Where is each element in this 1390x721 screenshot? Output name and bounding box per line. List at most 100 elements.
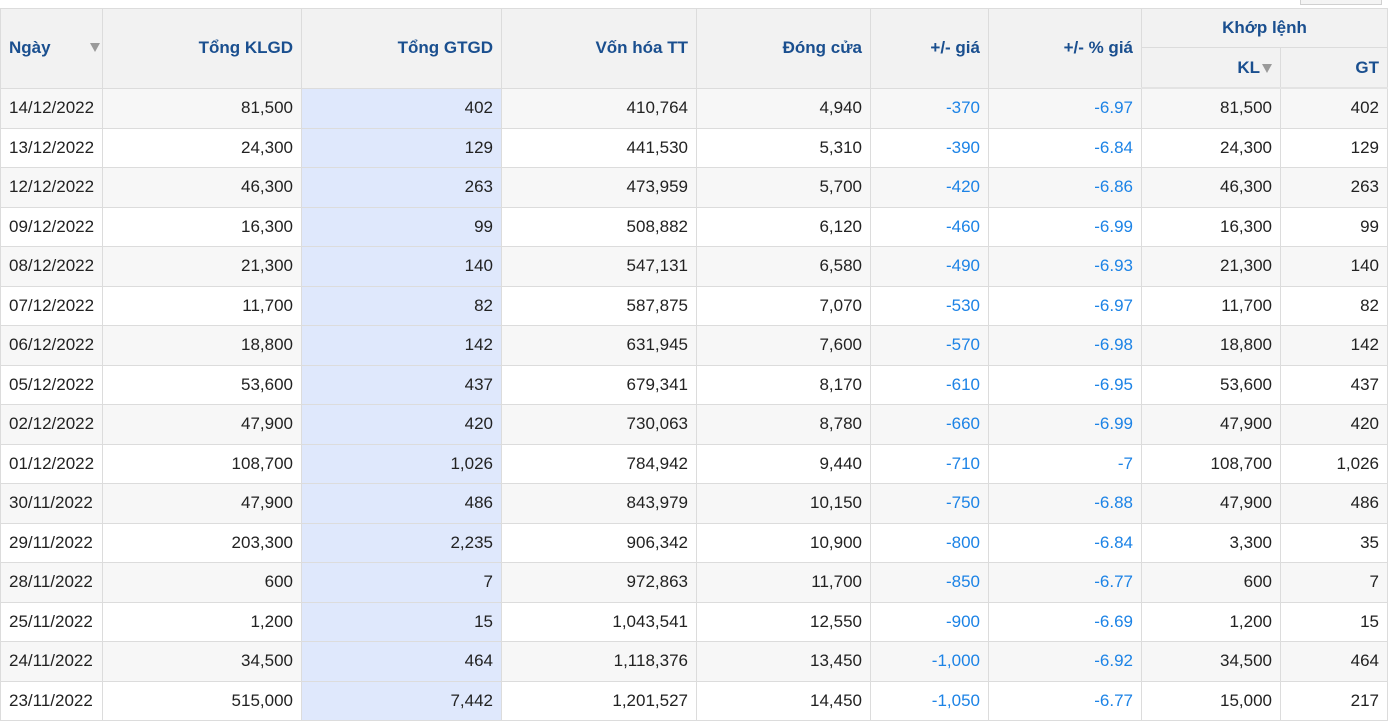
- cell-matched-volume: 46,300: [1141, 167, 1281, 208]
- cell-matched-value: 15: [1280, 601, 1388, 642]
- cell-total-value: 7,442: [301, 680, 502, 721]
- cell-change-pct: -6.84: [988, 522, 1142, 563]
- cell-change: -1,000: [870, 641, 989, 682]
- cell-change-pct: -6.93: [988, 246, 1142, 287]
- cell-date: 30/11/2022: [0, 483, 103, 524]
- cell-matched-volume: 34,500: [1141, 641, 1281, 682]
- sort-down-icon[interactable]: [1262, 63, 1272, 73]
- column-header-change[interactable]: +/- giá: [870, 8, 989, 89]
- cell-matched-volume: 16,300: [1141, 206, 1281, 247]
- table-row[interactable]: 08/12/2022 21,300 140 547,131 6,580 -490 -6.93…: [0, 246, 1388, 287]
- cell-market-cap: 972,863: [501, 562, 697, 603]
- cell-market-cap: 784,942: [501, 443, 697, 484]
- column-header-matched-volume[interactable]: KL: [1141, 47, 1281, 89]
- cell-total-value: 7: [301, 562, 502, 603]
- cell-date: 13/12/2022: [0, 127, 103, 168]
- cell-change: -610: [870, 364, 989, 405]
- cell-date: 06/12/2022: [0, 325, 103, 366]
- cell-change: -390: [870, 127, 989, 168]
- cell-market-cap: 1,118,376: [501, 641, 697, 682]
- cell-close: 10,900: [696, 522, 871, 563]
- cell-total-volume: 47,900: [102, 404, 302, 445]
- column-header-total-value[interactable]: Tổng GTGD: [301, 8, 502, 89]
- cell-close: 14,450: [696, 680, 871, 721]
- column-header-matched-value[interactable]: GT: [1280, 47, 1388, 89]
- cell-matched-value: 402: [1280, 87, 1388, 129]
- cell-matched-volume: 53,600: [1141, 364, 1281, 405]
- cell-close: 6,120: [696, 206, 871, 247]
- cell-total-volume: 108,700: [102, 443, 302, 484]
- cell-change-pct: -6.86: [988, 167, 1142, 208]
- cell-change-pct: -6.97: [988, 87, 1142, 129]
- table-row[interactable]: 09/12/2022 16,300 99 508,882 6,120 -460 -6.99 1…: [0, 206, 1388, 247]
- cell-date: 09/12/2022: [0, 206, 103, 247]
- column-header-matched-volume-label: KL: [1237, 57, 1260, 77]
- cell-market-cap: 679,341: [501, 364, 697, 405]
- cell-matched-volume: 47,900: [1141, 404, 1281, 445]
- cell-matched-value: 35: [1280, 522, 1388, 563]
- cell-date: 28/11/2022: [0, 562, 103, 603]
- table-row[interactable]: 05/12/2022 53,600 437 679,341 8,170 -610 -6.95…: [0, 364, 1388, 405]
- cell-total-value: 2,235: [301, 522, 502, 563]
- table-row[interactable]: 28/11/2022 600 7 972,863 11,700 -850 -6.77 600 7: [0, 562, 1388, 603]
- column-header-market-cap[interactable]: Vốn hóa TT: [501, 8, 697, 89]
- cell-change-pct: -6.99: [988, 206, 1142, 247]
- sort-down-icon[interactable]: [90, 43, 100, 52]
- cell-change: -460: [870, 206, 989, 247]
- table-row[interactable]: 24/11/2022 34,500 464 1,118,376 13,450 -1,000…: [0, 641, 1388, 682]
- table-row[interactable]: 12/12/2022 46,300 263 473,959 5,700 -420 -6.86…: [0, 167, 1388, 208]
- cell-market-cap: 1,201,527: [501, 680, 697, 721]
- table-row[interactable]: 07/12/2022 11,700 82 587,875 7,070 -530 -6.97 1…: [0, 285, 1388, 326]
- cell-change-pct: -6.84: [988, 127, 1142, 168]
- cell-market-cap: 473,959: [501, 167, 697, 208]
- cell-close: 4,940: [696, 87, 871, 129]
- cell-total-volume: 11,700: [102, 285, 302, 326]
- cell-change: -490: [870, 246, 989, 287]
- cell-close: 8,170: [696, 364, 871, 405]
- cell-date: 07/12/2022: [0, 285, 103, 326]
- cell-change-pct: -6.95: [988, 364, 1142, 405]
- cell-matched-value: 142: [1280, 325, 1388, 366]
- column-header-date[interactable]: Ngày: [0, 8, 103, 89]
- cell-total-volume: 18,800: [102, 325, 302, 366]
- cell-total-value: 263: [301, 167, 502, 208]
- cell-total-value: 437: [301, 364, 502, 405]
- column-header-change-pct[interactable]: +/- % giá: [988, 8, 1142, 89]
- cell-total-value: 99: [301, 206, 502, 247]
- table-row[interactable]: 13/12/2022 24,300 129 441,530 5,310 -390 -6.84…: [0, 127, 1388, 168]
- cell-market-cap: 906,342: [501, 522, 697, 563]
- table-row[interactable]: 02/12/2022 47,900 420 730,063 8,780 -660 -6.99…: [0, 404, 1388, 445]
- cell-matched-volume: 81,500: [1141, 87, 1281, 129]
- cell-total-value: 129: [301, 127, 502, 168]
- cell-market-cap: 631,945: [501, 325, 697, 366]
- cell-matched-value: 1,026: [1280, 443, 1388, 484]
- table-row[interactable]: 01/12/2022 108,700 1,026 784,942 9,440 -710 -7…: [0, 443, 1388, 484]
- cell-market-cap: 730,063: [501, 404, 697, 445]
- cell-change: -570: [870, 325, 989, 366]
- cell-matched-volume: 600: [1141, 562, 1281, 603]
- table-row[interactable]: 14/12/2022 81,500 402 410,764 4,940 -370 -6.97…: [0, 87, 1388, 129]
- cell-total-volume: 600: [102, 562, 302, 603]
- table-row[interactable]: 25/11/2022 1,200 15 1,043,541 12,550 -900 -6.6…: [0, 601, 1388, 642]
- cell-total-value: 420: [301, 404, 502, 445]
- cell-total-value: 82: [301, 285, 502, 326]
- column-header-close[interactable]: Đóng cửa: [696, 8, 871, 89]
- cell-date: 23/11/2022: [0, 680, 103, 721]
- cell-change: -900: [870, 601, 989, 642]
- cell-total-volume: 24,300: [102, 127, 302, 168]
- cell-matched-value: 486: [1280, 483, 1388, 524]
- table-row[interactable]: 29/11/2022 203,300 2,235 906,342 10,900 -800-…: [0, 522, 1388, 563]
- cell-total-volume: 47,900: [102, 483, 302, 524]
- top-tab-edge: [1300, 0, 1382, 5]
- cell-change-pct: -7: [988, 443, 1142, 484]
- cell-matched-value: 263: [1280, 167, 1388, 208]
- cell-total-value: 15: [301, 601, 502, 642]
- cell-matched-value: 7: [1280, 562, 1388, 603]
- table-row[interactable]: 06/12/2022 18,800 142 631,945 7,600 -570 -6.98…: [0, 325, 1388, 366]
- cell-date: 29/11/2022: [0, 522, 103, 563]
- table-row[interactable]: 30/11/2022 47,900 486 843,979 10,150 -750 -6.8…: [0, 483, 1388, 524]
- table-row[interactable]: 23/11/2022 515,000 7,442 1,201,527 14,450 -1,…: [0, 680, 1388, 721]
- cell-close: 7,600: [696, 325, 871, 366]
- column-header-total-volume[interactable]: Tổng KLGD: [102, 8, 302, 89]
